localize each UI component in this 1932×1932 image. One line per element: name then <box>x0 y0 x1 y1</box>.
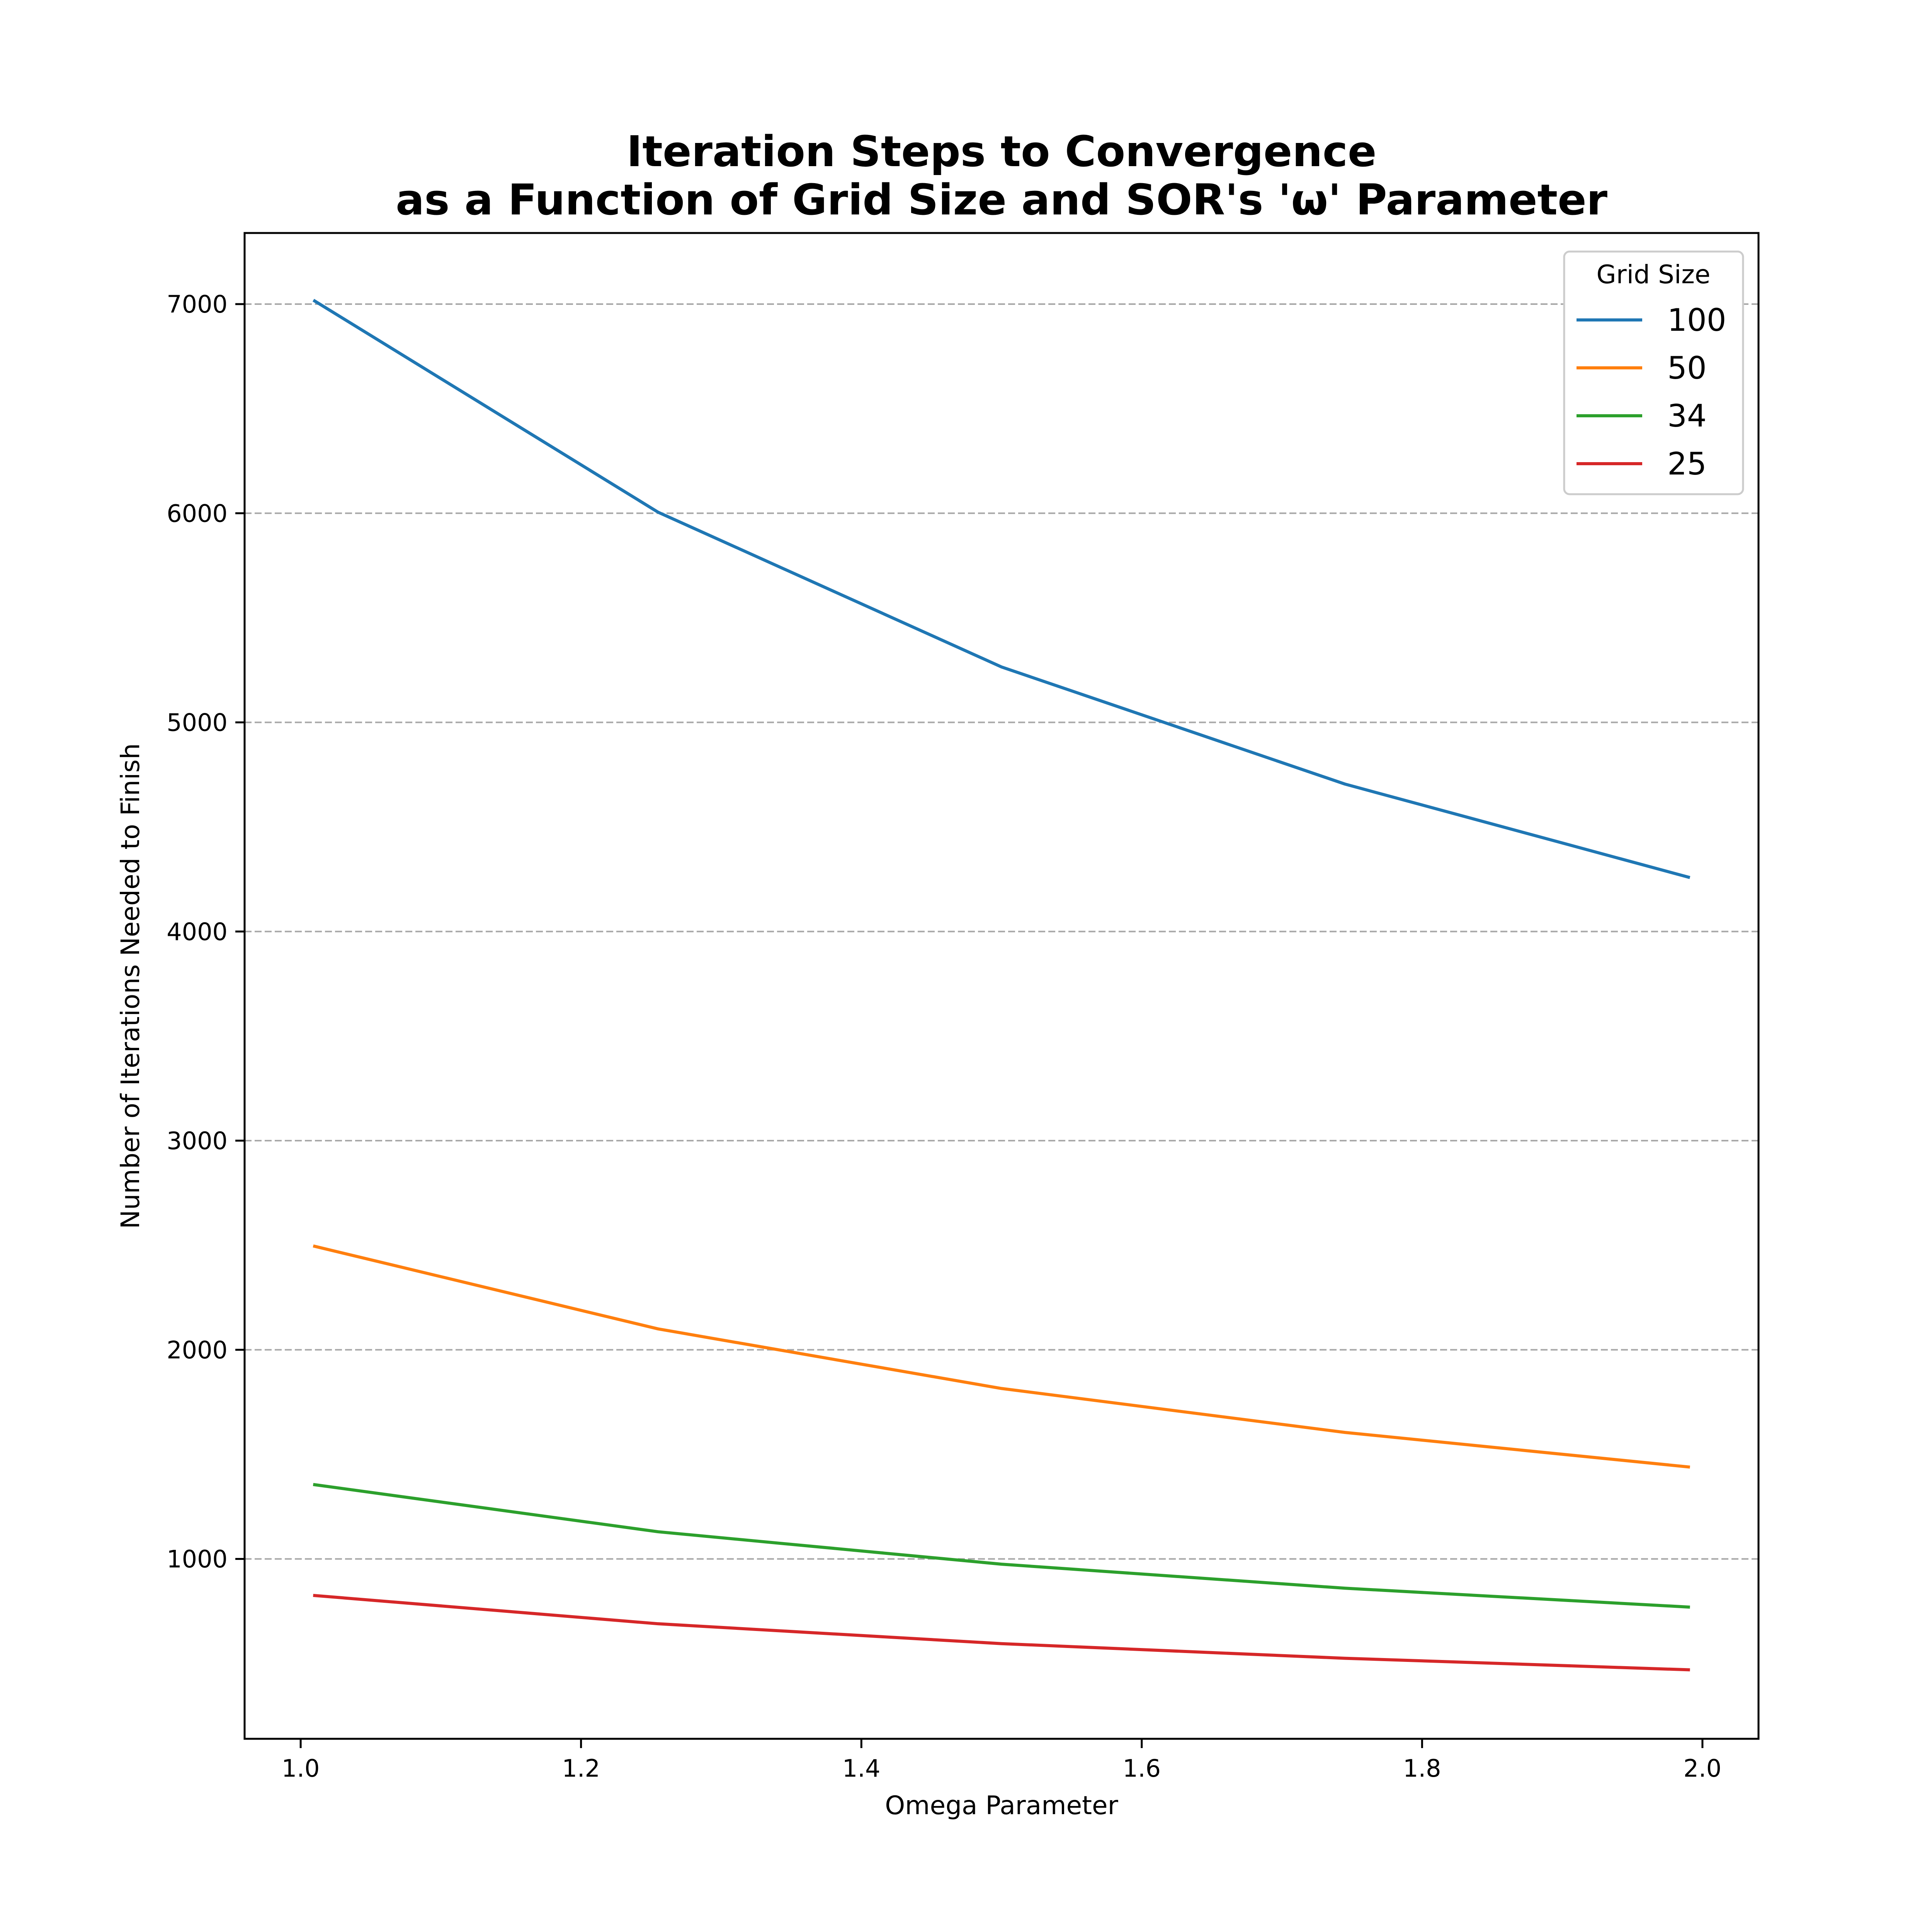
legend-label-34: 34 <box>1667 398 1707 434</box>
legend-entries: 100 50 34 25 <box>1577 302 1726 482</box>
legend-label-100: 100 <box>1667 302 1726 338</box>
legend-title: Grid Size <box>1597 260 1711 289</box>
chart-title-line-2: as a Function of Grid Size and SOR's 'ω'… <box>396 175 1607 224</box>
y-tick-label: 6000 <box>167 499 228 527</box>
x-axis-ticks: 1.0 1.2 1.4 1.6 1.8 2.0 <box>282 1739 1721 1782</box>
legend: Grid Size 100 50 34 25 <box>1563 250 1744 495</box>
series-line-50 <box>313 1244 1690 1469</box>
plot-area-frame <box>243 232 1760 1740</box>
series-line-25 <box>313 1594 1690 1672</box>
legend-box <box>1563 250 1744 495</box>
y-tick-label: 4000 <box>167 918 228 946</box>
y-tick-label: 2000 <box>167 1336 228 1364</box>
x-tick-label: 1.4 <box>842 1754 881 1782</box>
series-lines <box>312 299 1690 1672</box>
gridlines <box>245 303 1759 1560</box>
x-tick-label: 1.2 <box>562 1754 600 1782</box>
legend-label-25: 25 <box>1667 446 1707 482</box>
series-line-34 <box>313 1483 1690 1609</box>
y-tick-label: 7000 <box>167 290 228 318</box>
x-tick-label: 2.0 <box>1684 1754 1722 1782</box>
chart-title-line-1: Iteration Steps to Convergence <box>626 127 1376 176</box>
x-axis-label: Omega Parameter <box>885 1791 1118 1820</box>
x-tick-label: 1.0 <box>282 1754 320 1782</box>
y-axis-ticks: 1000 2000 3000 4000 5000 6000 7000 <box>167 290 245 1573</box>
y-tick-label: 5000 <box>167 709 228 737</box>
legend-label-50: 50 <box>1667 350 1707 386</box>
y-tick-label: 3000 <box>167 1127 228 1155</box>
y-tick-label: 1000 <box>167 1545 228 1573</box>
x-tick-label: 1.6 <box>1122 1754 1161 1782</box>
x-tick-label: 1.8 <box>1403 1754 1441 1782</box>
series-line-100 <box>312 299 1690 879</box>
y-axis-label: Number of Iterations Needed to Finish <box>116 743 145 1229</box>
